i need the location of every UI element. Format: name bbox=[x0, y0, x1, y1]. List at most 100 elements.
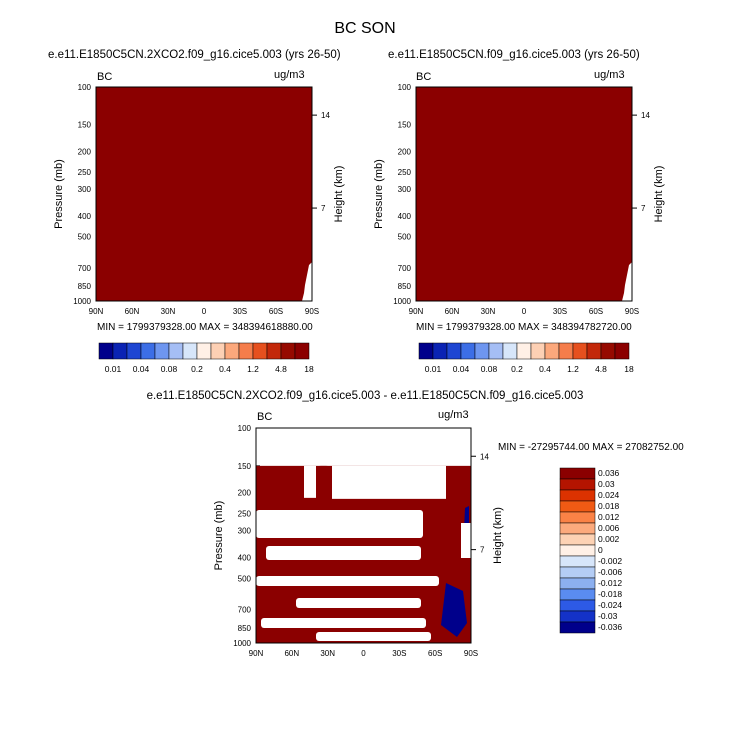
colorbar-label: -0.012 bbox=[598, 578, 622, 588]
colorbar-label: 0.018 bbox=[598, 501, 620, 511]
panel3-left-label: BC bbox=[257, 411, 273, 423]
panel2-y-tick-label: 700 bbox=[398, 264, 412, 273]
panel2-frame bbox=[415, 86, 633, 302]
panel1-ylabel-right: Height (km) bbox=[333, 166, 345, 223]
colorbar-label: -0.018 bbox=[598, 589, 622, 599]
panel3-x-tick-label: 60S bbox=[428, 649, 442, 658]
panel3-y-tick-label: 250 bbox=[238, 510, 252, 519]
colorbar-swatch bbox=[559, 500, 596, 513]
colorbar-swatch bbox=[544, 342, 560, 360]
colorbar-label: -0.006 bbox=[598, 567, 622, 577]
colorbar-label: 0.03 bbox=[598, 479, 615, 489]
panel1-right-tick-label: 14 bbox=[321, 111, 330, 120]
colorbar-swatch bbox=[140, 342, 156, 360]
panel3-min-max: MIN = -27295744.00 MAX = 27082752.00 bbox=[498, 442, 684, 453]
panel3-frame bbox=[255, 427, 472, 644]
panel2-title: e.e11.E1850C5CN.f09_g16.cice5.003 (yrs 2… bbox=[388, 49, 640, 61]
colorbar-swatch bbox=[266, 342, 282, 360]
panel2-y-tick-label: 400 bbox=[398, 212, 412, 221]
colorbar-label: 0.006 bbox=[598, 523, 620, 533]
colorbar-swatch bbox=[559, 511, 596, 524]
panel3-red-region bbox=[256, 465, 471, 643]
colorbar-swatch bbox=[559, 533, 596, 546]
panel1-y-tick-label: 850 bbox=[78, 282, 92, 291]
panel3-right-tick-label: 14 bbox=[480, 452, 489, 461]
colorbar-swatch bbox=[559, 478, 596, 491]
colorbar-swatch bbox=[559, 489, 596, 502]
colorbar-label: 0.01 bbox=[425, 364, 442, 374]
panel2-fill bbox=[416, 87, 632, 301]
colorbar-swatch bbox=[559, 621, 596, 634]
panel3-y-tick-label: 1000 bbox=[233, 639, 251, 648]
panel3-blue-patch bbox=[463, 506, 469, 558]
panel3-y-tick-label: 100 bbox=[238, 424, 252, 433]
panel3-white-band bbox=[256, 510, 423, 538]
panel2-y-tick-label: 100 bbox=[398, 83, 412, 92]
colorbar-label: 0.08 bbox=[481, 364, 498, 374]
colorbar-label: 0.036 bbox=[598, 468, 620, 478]
colorbar-swatch bbox=[600, 342, 616, 360]
colorbar-label: 0.04 bbox=[453, 364, 470, 374]
colorbar-swatch bbox=[280, 342, 296, 360]
panel2-y-tick-label: 500 bbox=[398, 233, 412, 242]
panel2-ylabel-right: Height (km) bbox=[653, 166, 665, 223]
colorbar-swatch bbox=[98, 342, 114, 360]
colorbar-label: 0.08 bbox=[161, 364, 178, 374]
colorbar-swatch bbox=[168, 342, 184, 360]
panel3-ylabel-right: Height (km) bbox=[492, 507, 504, 564]
panel2-y-tick-label: 200 bbox=[398, 147, 412, 156]
panel2-right-tick-label: 14 bbox=[641, 111, 650, 120]
colorbar-swatch bbox=[559, 566, 596, 579]
panel2-x-tick-label: 60N bbox=[445, 307, 460, 316]
panel1-min-max: MIN = 1799379328.00 MAX = 348394618880.0… bbox=[97, 322, 313, 333]
panel3-white-band bbox=[266, 546, 421, 560]
colorbar-label: -0.03 bbox=[598, 611, 618, 621]
colorbar-label: 0.024 bbox=[598, 490, 620, 500]
panel3-y-tick-label: 500 bbox=[238, 574, 252, 583]
colorbar-swatch bbox=[182, 342, 198, 360]
panel3-white-band bbox=[261, 618, 426, 628]
panel2-y-tick-label: 150 bbox=[398, 121, 412, 130]
panel3-y-tick-label: 200 bbox=[238, 489, 252, 498]
panel1-title: e.e11.E1850C5CN.2XCO2.f09_g16.cice5.003 … bbox=[48, 49, 341, 61]
panel3-x-tick-label: 30N bbox=[320, 649, 335, 658]
colorbar-swatch bbox=[224, 342, 240, 360]
panel2-colorbar bbox=[418, 342, 630, 360]
panel2-y-tick-label: 1000 bbox=[393, 297, 411, 306]
colorbar-swatch bbox=[210, 342, 226, 360]
panel2-x-tick-label: 30S bbox=[553, 307, 567, 316]
panel1-x-tick-label: 60N bbox=[125, 307, 140, 316]
panel2-ylabel: Pressure (mb) bbox=[373, 159, 385, 229]
panel1-left-label: BC bbox=[97, 71, 113, 83]
panel3-x-tick-label: 30S bbox=[392, 649, 406, 658]
panel1-y-tick-label: 1000 bbox=[73, 297, 91, 306]
colorbar-swatch bbox=[432, 342, 448, 360]
colorbar-swatch bbox=[238, 342, 254, 360]
panel3-white-band bbox=[461, 523, 471, 558]
colorbar-label: 0.2 bbox=[191, 364, 203, 374]
colorbar-label: 0.4 bbox=[539, 364, 551, 374]
panel1-x-tick-label: 30N bbox=[161, 307, 176, 316]
panel2-plot-area bbox=[415, 86, 637, 302]
panel1-x-tick-label: 30S bbox=[233, 307, 247, 316]
panel1-x-tick-label: 0 bbox=[202, 307, 207, 316]
colorbar-swatch bbox=[446, 342, 462, 360]
panel3-y-tick-label: 300 bbox=[238, 527, 252, 536]
panel2-x-tick-label: 60S bbox=[589, 307, 603, 316]
colorbar-label: 0.04 bbox=[133, 364, 150, 374]
panel1-x-tick-label: 90N bbox=[89, 307, 104, 316]
panel1-y-tick-label: 150 bbox=[78, 121, 92, 130]
panel2-x-tick-label: 90S bbox=[625, 307, 639, 316]
colorbar-label: -0.002 bbox=[598, 556, 622, 566]
panel1-y-tick-label: 200 bbox=[78, 147, 92, 156]
colorbar-swatch bbox=[112, 342, 128, 360]
colorbar-swatch bbox=[488, 342, 504, 360]
panel1-frame bbox=[95, 86, 313, 302]
colorbar-swatch bbox=[572, 342, 588, 360]
colorbar-swatch bbox=[294, 342, 310, 360]
panel1-units: ug/m3 bbox=[274, 69, 305, 81]
panel3-x-tick-label: 0 bbox=[361, 649, 366, 658]
panel1-plot-area bbox=[95, 86, 317, 302]
colorbar-swatch bbox=[474, 342, 490, 360]
colorbar-swatch bbox=[614, 342, 630, 360]
